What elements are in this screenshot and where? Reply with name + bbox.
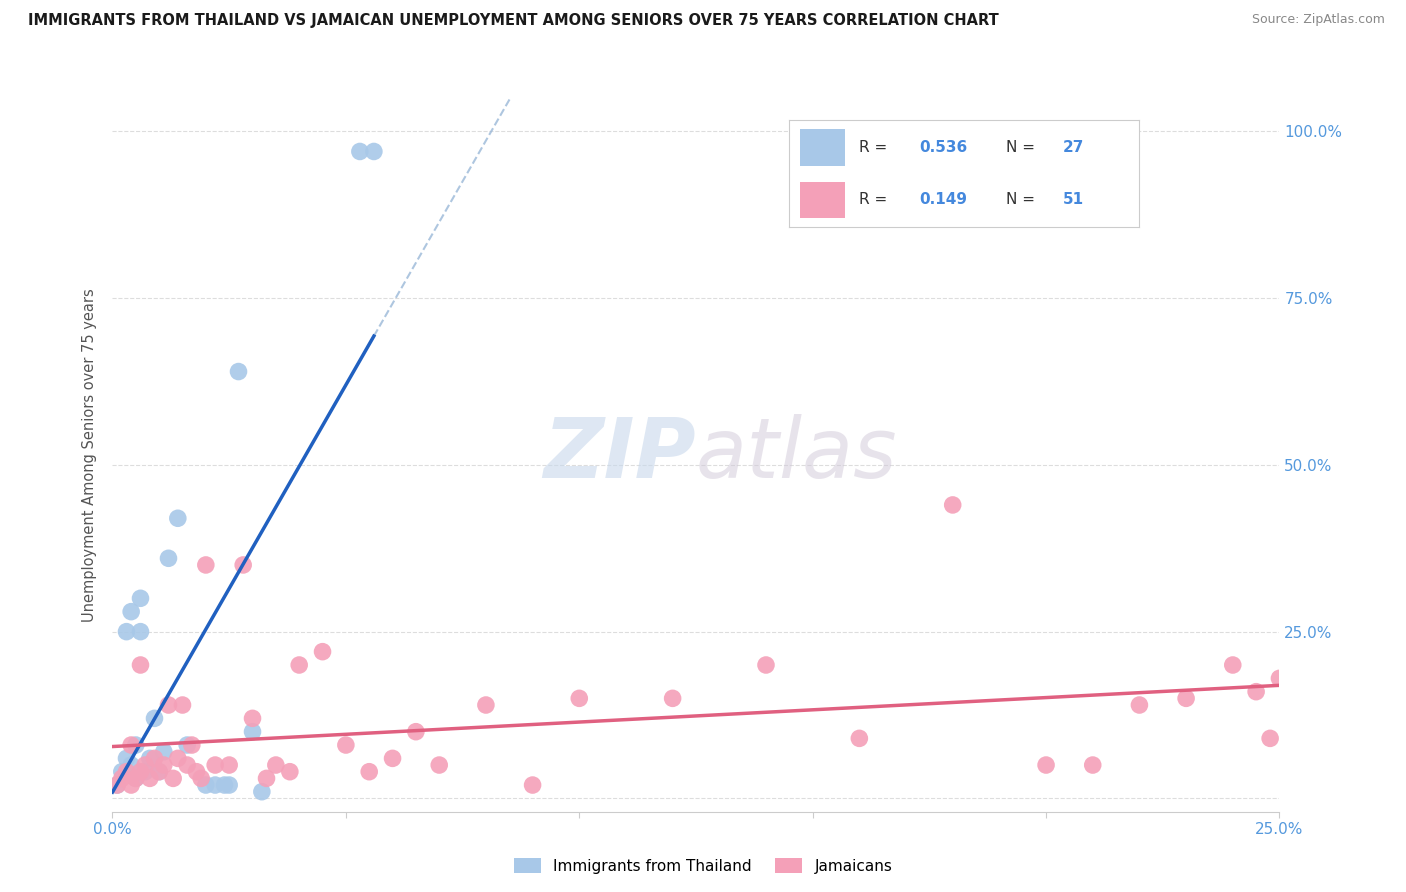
- Text: R =: R =: [859, 193, 893, 207]
- Point: [218, 758, 240, 772]
- Y-axis label: Unemployment Among Seniors over 75 years: Unemployment Among Seniors over 75 years: [82, 288, 97, 622]
- Point: [848, 731, 870, 746]
- Point: [120, 778, 142, 792]
- Point: [363, 145, 385, 159]
- Point: [232, 558, 254, 572]
- Point: [359, 764, 381, 779]
- Point: [1175, 691, 1198, 706]
- Point: [162, 772, 184, 786]
- Point: [120, 738, 142, 752]
- Point: [166, 751, 188, 765]
- Point: [194, 778, 217, 792]
- Point: [129, 591, 152, 606]
- Point: [204, 778, 226, 792]
- Text: 51: 51: [1063, 193, 1084, 207]
- Point: [166, 511, 188, 525]
- Point: [105, 778, 128, 792]
- Point: [139, 751, 162, 765]
- Point: [153, 758, 176, 772]
- Point: [153, 745, 176, 759]
- Point: [115, 764, 138, 779]
- Text: 0.536: 0.536: [920, 140, 967, 155]
- Point: [1128, 698, 1150, 712]
- Point: [157, 698, 180, 712]
- Point: [115, 751, 138, 765]
- Point: [349, 145, 371, 159]
- Point: [405, 724, 427, 739]
- Point: [256, 772, 278, 786]
- Point: [129, 624, 152, 639]
- Point: [180, 738, 202, 752]
- Point: [143, 711, 166, 725]
- Point: [335, 738, 357, 752]
- Legend: Immigrants from Thailand, Jamaicans: Immigrants from Thailand, Jamaicans: [508, 852, 898, 880]
- Point: [129, 658, 152, 673]
- Text: R =: R =: [859, 140, 893, 155]
- Point: [143, 751, 166, 765]
- Point: [194, 558, 217, 572]
- FancyBboxPatch shape: [800, 182, 845, 218]
- Point: [139, 772, 162, 786]
- Point: [111, 764, 134, 779]
- Point: [381, 751, 404, 765]
- Point: [190, 772, 212, 786]
- Point: [1035, 758, 1057, 772]
- Point: [311, 645, 333, 659]
- Text: N =: N =: [1007, 140, 1040, 155]
- Point: [129, 764, 152, 779]
- Point: [115, 624, 138, 639]
- Point: [134, 758, 156, 772]
- Point: [278, 764, 301, 779]
- FancyBboxPatch shape: [800, 129, 845, 166]
- Point: [172, 698, 194, 712]
- Point: [522, 778, 544, 792]
- Text: ZIP: ZIP: [543, 415, 696, 495]
- Point: [264, 758, 287, 772]
- Point: [176, 738, 198, 752]
- Point: [120, 605, 142, 619]
- Point: [120, 758, 142, 772]
- Point: [475, 698, 498, 712]
- Text: IMMIGRANTS FROM THAILAND VS JAMAICAN UNEMPLOYMENT AMONG SENIORS OVER 75 YEARS CO: IMMIGRANTS FROM THAILAND VS JAMAICAN UNE…: [28, 13, 998, 29]
- Point: [111, 772, 134, 786]
- Text: N =: N =: [1007, 193, 1040, 207]
- Point: [755, 658, 778, 673]
- Point: [125, 772, 148, 786]
- Point: [228, 365, 250, 379]
- Point: [242, 711, 264, 725]
- Point: [942, 498, 965, 512]
- Point: [288, 658, 311, 673]
- Point: [134, 764, 156, 779]
- Text: 27: 27: [1063, 140, 1084, 155]
- Text: Source: ZipAtlas.com: Source: ZipAtlas.com: [1251, 13, 1385, 27]
- Point: [125, 738, 148, 752]
- Point: [242, 724, 264, 739]
- Point: [1222, 658, 1244, 673]
- Point: [186, 764, 208, 779]
- Point: [427, 758, 450, 772]
- Point: [1081, 758, 1104, 772]
- Point: [218, 778, 240, 792]
- Point: [125, 772, 148, 786]
- Point: [148, 764, 170, 779]
- Point: [176, 758, 198, 772]
- Point: [250, 785, 273, 799]
- Point: [148, 764, 170, 779]
- Text: atlas: atlas: [696, 415, 897, 495]
- Point: [1258, 731, 1281, 746]
- Point: [157, 551, 180, 566]
- Point: [568, 691, 591, 706]
- Point: [661, 691, 683, 706]
- Point: [1244, 684, 1267, 698]
- Point: [105, 778, 128, 792]
- Point: [214, 778, 236, 792]
- Point: [204, 758, 226, 772]
- Text: 0.149: 0.149: [920, 193, 967, 207]
- Point: [1268, 671, 1291, 685]
